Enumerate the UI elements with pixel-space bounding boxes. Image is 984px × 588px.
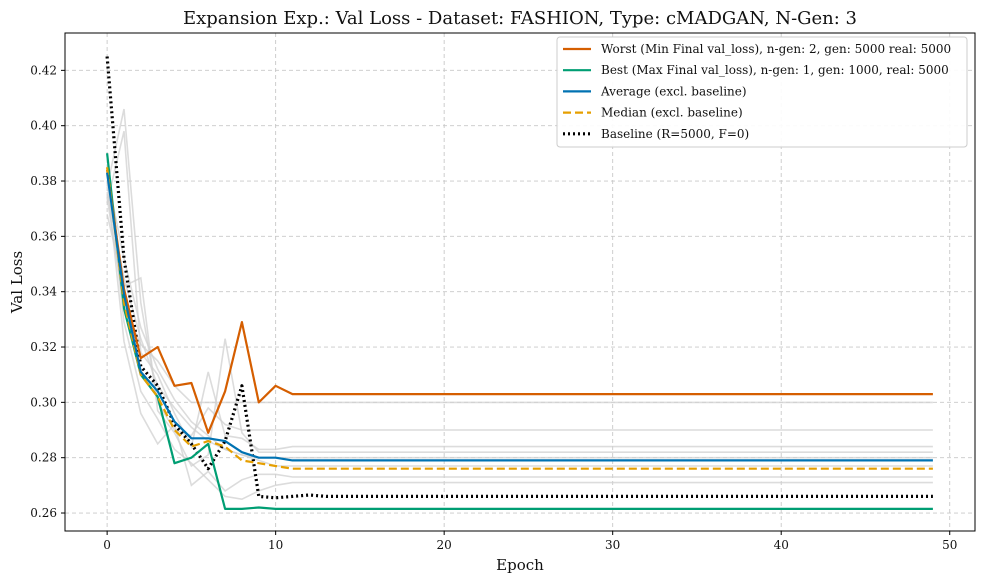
x-tick-label: 10 <box>268 538 283 552</box>
background-run-line <box>106 180 933 492</box>
background-run-line <box>106 214 933 468</box>
y-tick-label: 0.26 <box>30 506 57 520</box>
series-line-0 <box>106 169 933 434</box>
y-tick-label: 0.38 <box>30 174 57 188</box>
y-tick-label: 0.30 <box>30 395 57 409</box>
x-tick-label: 40 <box>774 538 789 552</box>
background-run-line <box>106 131 933 451</box>
chart-title: Expansion Exp.: Val Loss - Dataset: FASH… <box>183 8 857 29</box>
legend-label: Average (excl. baseline) <box>600 84 747 98</box>
legend-label: Baseline (R=5000, F=0) <box>601 127 749 141</box>
legend-label: Median (excl. baseline) <box>601 106 743 120</box>
x-tick-label: 20 <box>437 538 452 552</box>
y-tick-label: 0.34 <box>30 285 57 299</box>
x-axis-ticks: 0 10 20 30 40 50 <box>103 531 957 552</box>
y-tick-label: 0.42 <box>30 63 57 77</box>
legend-box <box>556 36 968 148</box>
x-tick-label: 30 <box>605 538 620 552</box>
x-axis-label: Epoch <box>496 556 544 574</box>
y-tick-label: 0.40 <box>30 119 57 133</box>
y-axis-label: Val Loss <box>8 251 26 314</box>
series-line-2 <box>106 172 933 462</box>
x-tick-label: 0 <box>103 538 111 552</box>
y-axis-ticks: 0.26 0.28 0.30 0.32 0.34 0.36 0.38 0.40 0.42 <box>30 63 65 520</box>
series-line-1 <box>106 153 933 510</box>
y-tick-label: 0.36 <box>30 229 57 243</box>
background-run-line <box>106 175 933 459</box>
legend-label: Best (Max Final val_loss), n-gen: 1, gen… <box>601 63 949 77</box>
background-run-line <box>106 108 933 437</box>
legend: Worst (Min Final val_loss), n-gen: 2, ge… <box>556 36 968 148</box>
background-run-line <box>106 164 933 501</box>
plot-frame <box>64 32 976 532</box>
x-tick-label: 50 <box>942 538 957 552</box>
y-tick-label: 0.28 <box>30 451 57 465</box>
background-run-line <box>106 197 933 404</box>
legend-label: Worst (Min Final val_loss), n-gen: 2, ge… <box>601 42 951 56</box>
plot-lines <box>105 56 933 510</box>
y-tick-label: 0.32 <box>30 340 57 354</box>
